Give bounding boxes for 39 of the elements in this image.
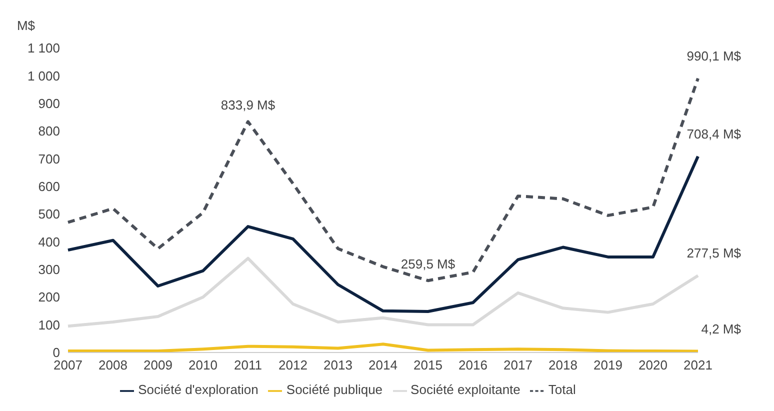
y-tick-label: 500: [38, 206, 60, 222]
annotation: 4,2 M$: [701, 321, 742, 336]
x-tick-label: 2011: [234, 358, 262, 373]
y-tick-label: 100: [38, 317, 60, 332]
y-tick-label: 400: [38, 234, 60, 250]
x-tick-label: 2014: [368, 358, 398, 373]
y-tick-label: 1 100: [27, 40, 60, 56]
annotation: 277,5 M$: [686, 246, 742, 261]
x-tick-label: 2021: [684, 358, 712, 373]
annotation: 990,1 M$: [686, 48, 742, 64]
legend-label: Société d'exploration: [138, 382, 258, 398]
y-axis-title: M$: [16, 18, 36, 33]
line-series: [66, 342, 700, 352]
legend-label: Société exploitante: [410, 382, 520, 398]
x-tick-label: 2012: [278, 358, 308, 373]
y-tick-label: 600: [38, 178, 60, 194]
y-tick-label: 0: [52, 345, 60, 360]
x-tick-label: 2018: [548, 358, 578, 373]
y-tick-label: 1 000: [27, 68, 60, 84]
y-tick-label: 200: [38, 290, 60, 305]
y-tick-label: 800: [38, 124, 60, 139]
x-tick-label: 2008: [98, 358, 128, 373]
y-tick-label: 700: [38, 151, 60, 166]
x-tick-label: 2007: [54, 358, 82, 373]
x-tick-label: 2015: [414, 358, 442, 373]
x-tick-label: 2010: [188, 358, 218, 373]
x-tick-label: 2009: [144, 358, 172, 373]
annotation: 259,5 M$: [400, 256, 456, 272]
x-tick-label: 2017: [504, 358, 532, 373]
x-tick-label: 2019: [594, 358, 622, 373]
x-tick-label: 2020: [638, 358, 668, 373]
x-tick-label: 2013: [324, 358, 352, 373]
x-tick-label: 2016: [458, 358, 488, 373]
annotation: 708,4 M$: [686, 126, 742, 142]
y-tick-label: 300: [38, 262, 60, 278]
legend-label: Total: [548, 382, 576, 398]
annotation: 833,9 M$: [220, 98, 276, 113]
legend-label: Société publique: [286, 382, 383, 398]
y-tick-label: 900: [38, 96, 60, 111]
